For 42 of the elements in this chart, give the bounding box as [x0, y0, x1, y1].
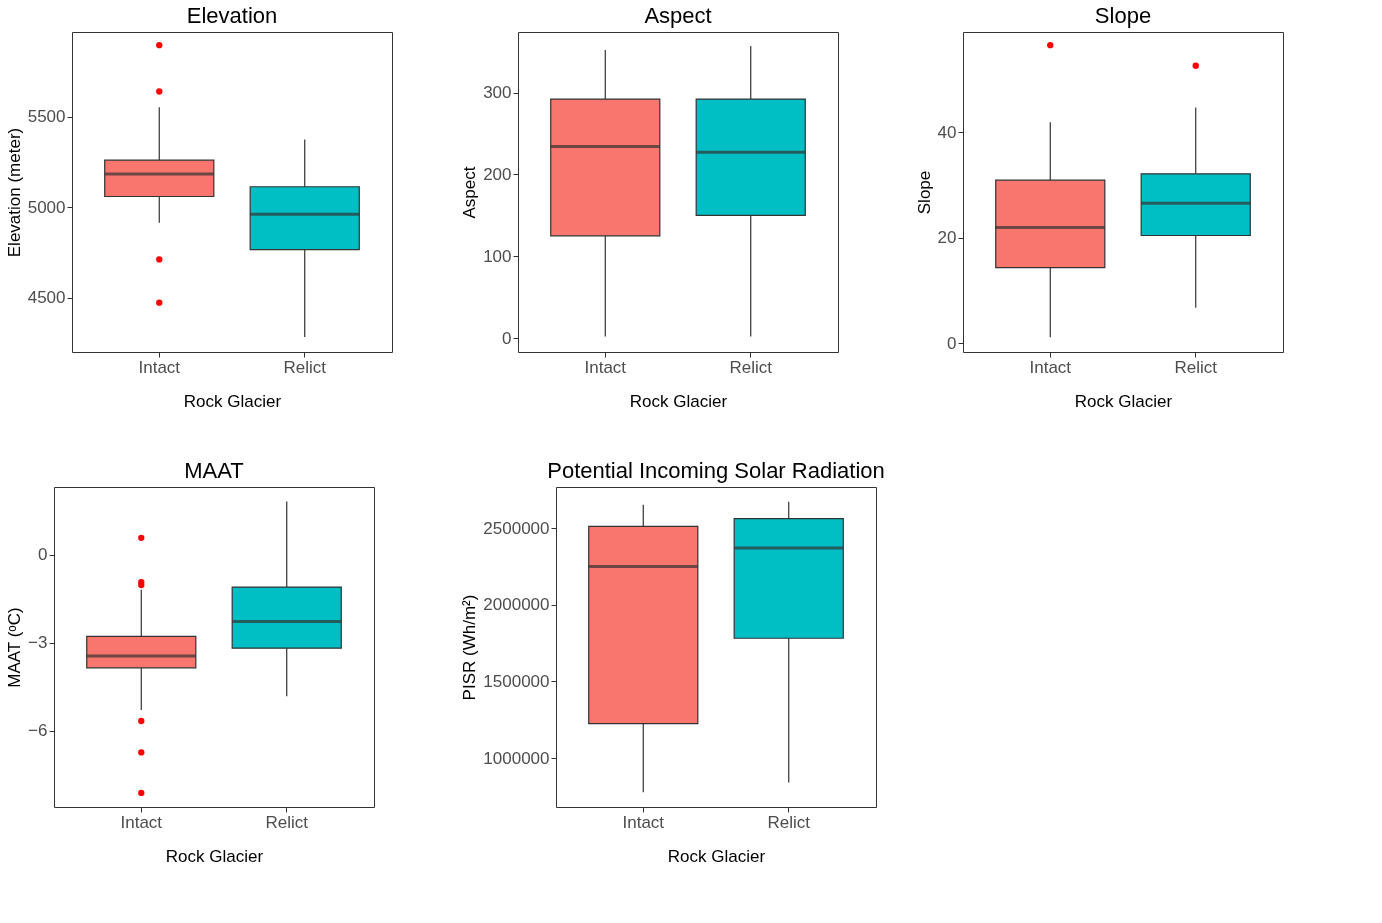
y-tick-label: 5000: [27, 197, 66, 217]
chart-title: Aspect: [644, 3, 712, 28]
y-tick-label: 2000000: [483, 595, 550, 615]
y-tick-label: 4500: [27, 288, 66, 308]
x-tick-label: Relict: [265, 812, 309, 832]
y-tick-label: 0: [38, 545, 48, 565]
chart-title: Potential Incoming Solar Radiation: [547, 458, 885, 483]
y-tick-label: 300: [483, 83, 512, 103]
chart-title: MAAT: [184, 458, 244, 483]
y-tick-label: 1000000: [483, 748, 550, 768]
x-axis-title: Rock Glacier: [629, 391, 728, 411]
y-tick-label: 200: [483, 164, 512, 184]
x-tick-label: Relict: [1174, 357, 1218, 377]
y-tick-label: 5500: [27, 107, 66, 127]
y-tick-label: 20: [937, 228, 957, 248]
y-axis-title: MAAT (ᵒC): [5, 607, 25, 688]
y-tick-label: 0: [502, 328, 512, 348]
x-axis-title: Rock Glacier: [1074, 391, 1173, 411]
y-tick-label: 1500000: [483, 671, 550, 691]
chart-title: Slope: [1094, 3, 1152, 28]
y-tick-label: 100: [483, 246, 512, 266]
chart-title: Elevation: [186, 3, 278, 28]
y-tick-label: 2500000: [483, 518, 550, 538]
y-axis-title: Elevation (meter): [4, 127, 24, 258]
x-axis-title: Rock Glacier: [667, 846, 766, 866]
y-tick-label: 0: [947, 333, 957, 353]
y-tick-label: −6: [28, 721, 48, 741]
y-tick-label: −3: [28, 633, 48, 653]
y-axis-title: PISR (Wh/m²): [460, 594, 480, 701]
x-tick-label: Relict: [283, 357, 327, 377]
y-tick-label: 40: [937, 122, 957, 142]
x-tick-label: Relict: [729, 357, 773, 377]
y-axis-title: Slope: [914, 170, 934, 215]
x-tick-label: Relict: [767, 812, 811, 832]
x-tick-label: Intact: [1029, 357, 1072, 377]
x-tick-label: Intact: [584, 357, 627, 377]
y-axis-title: Aspect: [460, 166, 480, 219]
x-axis-title: Rock Glacier: [165, 846, 264, 866]
x-tick-label: Intact: [120, 812, 163, 832]
x-tick-label: Intact: [138, 357, 181, 377]
x-axis-title: Rock Glacier: [183, 391, 282, 411]
x-tick-label: Intact: [622, 812, 665, 832]
